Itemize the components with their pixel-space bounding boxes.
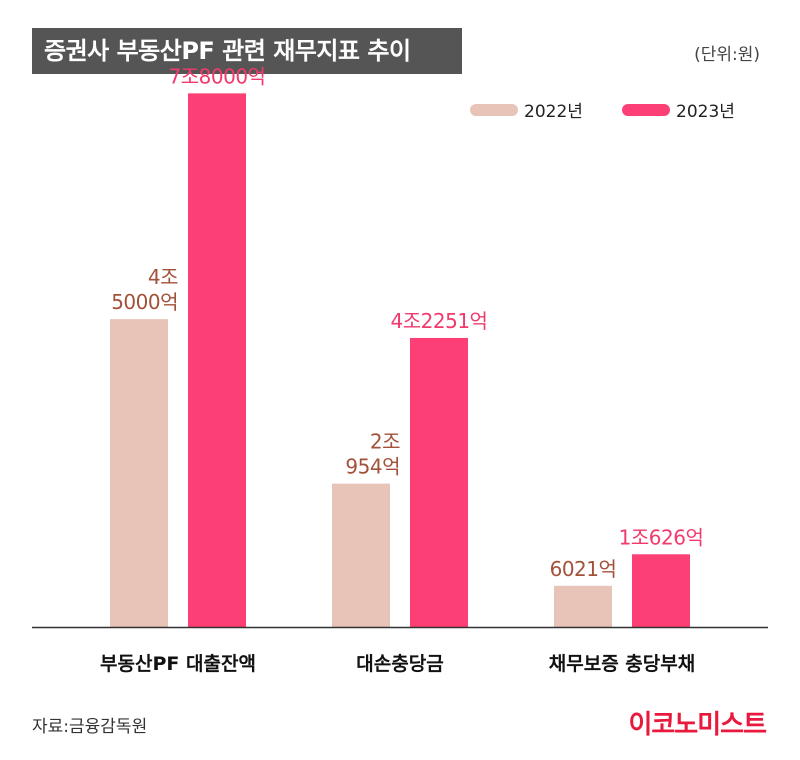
bar-0-2 bbox=[554, 585, 612, 627]
data-label-0-1-1: 954억 bbox=[345, 455, 400, 479]
legend-label-2022: 2022년 bbox=[524, 102, 583, 122]
brand-logo: 이코노미스트 bbox=[628, 710, 767, 740]
bar-0-1 bbox=[332, 483, 390, 627]
category-label-1: 대손충당금 bbox=[356, 653, 443, 675]
chart-title: 증권사 부동산PF 관련 재무지표 추이 bbox=[32, 28, 462, 74]
bar-1-0 bbox=[188, 93, 246, 628]
unit-label: (단위:원) bbox=[694, 45, 760, 65]
legend-item-2022: 2022년 bbox=[470, 97, 583, 122]
bar-1-1 bbox=[410, 337, 468, 627]
category-label-0: 부동산PF 대출잔액 bbox=[100, 653, 256, 675]
source-note: 자료:금융감독원 bbox=[32, 717, 148, 737]
data-label-0-1-0: 2조 bbox=[370, 430, 400, 454]
legend-swatch-2023 bbox=[622, 103, 670, 116]
legend-item-2023: 2023년 bbox=[622, 97, 735, 122]
bar-0-0 bbox=[110, 319, 168, 627]
category-label-2: 채무보증 충당부채 bbox=[549, 653, 695, 675]
legend-swatch-2022 bbox=[470, 103, 518, 116]
data-label-0-0-1: 5000억 bbox=[111, 290, 178, 314]
data-label-0-2-0: 6021억 bbox=[550, 557, 617, 581]
data-label-1-1-0: 4조2251억 bbox=[391, 309, 488, 333]
legend-label-2023: 2023년 bbox=[676, 102, 735, 122]
bar-1-2 bbox=[632, 554, 690, 627]
data-label-1-0-0: 7조8000억 bbox=[169, 64, 266, 88]
data-label-0-0-0: 4조 bbox=[148, 265, 178, 289]
data-label-1-2-0: 1조626억 bbox=[619, 525, 704, 549]
